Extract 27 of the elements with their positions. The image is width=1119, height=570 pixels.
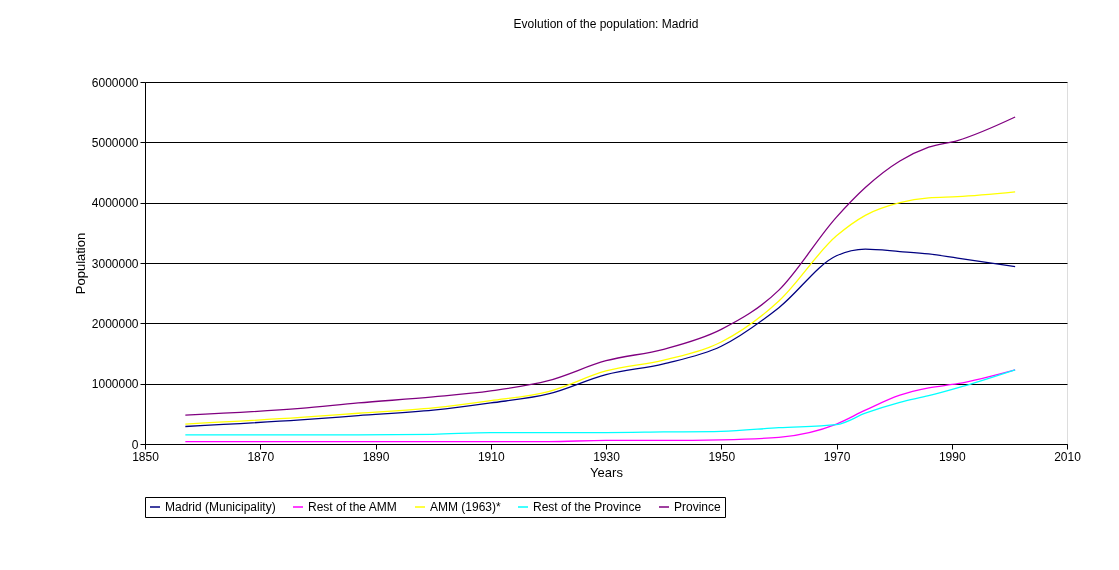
y-tick-label: 6000000 xyxy=(91,75,139,90)
line-series xyxy=(184,191,1016,425)
y-axis-title: Population xyxy=(72,232,88,295)
legend-label: Province xyxy=(674,500,722,514)
line-series xyxy=(184,116,1016,416)
y-tick-label: 1000000 xyxy=(91,377,139,392)
y-tick-label: 0 xyxy=(131,437,139,452)
x-axis-title: Years xyxy=(590,464,624,480)
chart-title: Evolution of the population: Madrid xyxy=(513,17,699,31)
legend-label: Rest of the AMM xyxy=(308,500,397,514)
x-tick-label: 1890 xyxy=(362,449,390,464)
legend-label: AMM (1963)* xyxy=(430,500,502,514)
y-tick-label: 3000000 xyxy=(91,256,139,271)
x-tick-label: 1910 xyxy=(477,449,505,464)
y-tick-label: 5000000 xyxy=(91,135,139,150)
x-tick-label: 1870 xyxy=(247,449,275,464)
legend-label: Rest of the Province xyxy=(533,500,642,514)
y-tick-label: 4000000 xyxy=(91,196,139,211)
x-tick-label: 1930 xyxy=(593,449,621,464)
x-tick-label: 2010 xyxy=(1054,449,1082,464)
line-series xyxy=(184,248,1016,428)
legend-label: Madrid (Municipality) xyxy=(165,500,276,514)
y-tick-label: 2000000 xyxy=(91,316,139,331)
x-tick-label: 1950 xyxy=(708,449,736,464)
x-tick-label: 1990 xyxy=(938,449,966,464)
x-tick-label: 1970 xyxy=(823,449,851,464)
x-tick-label: 1850 xyxy=(132,449,160,464)
